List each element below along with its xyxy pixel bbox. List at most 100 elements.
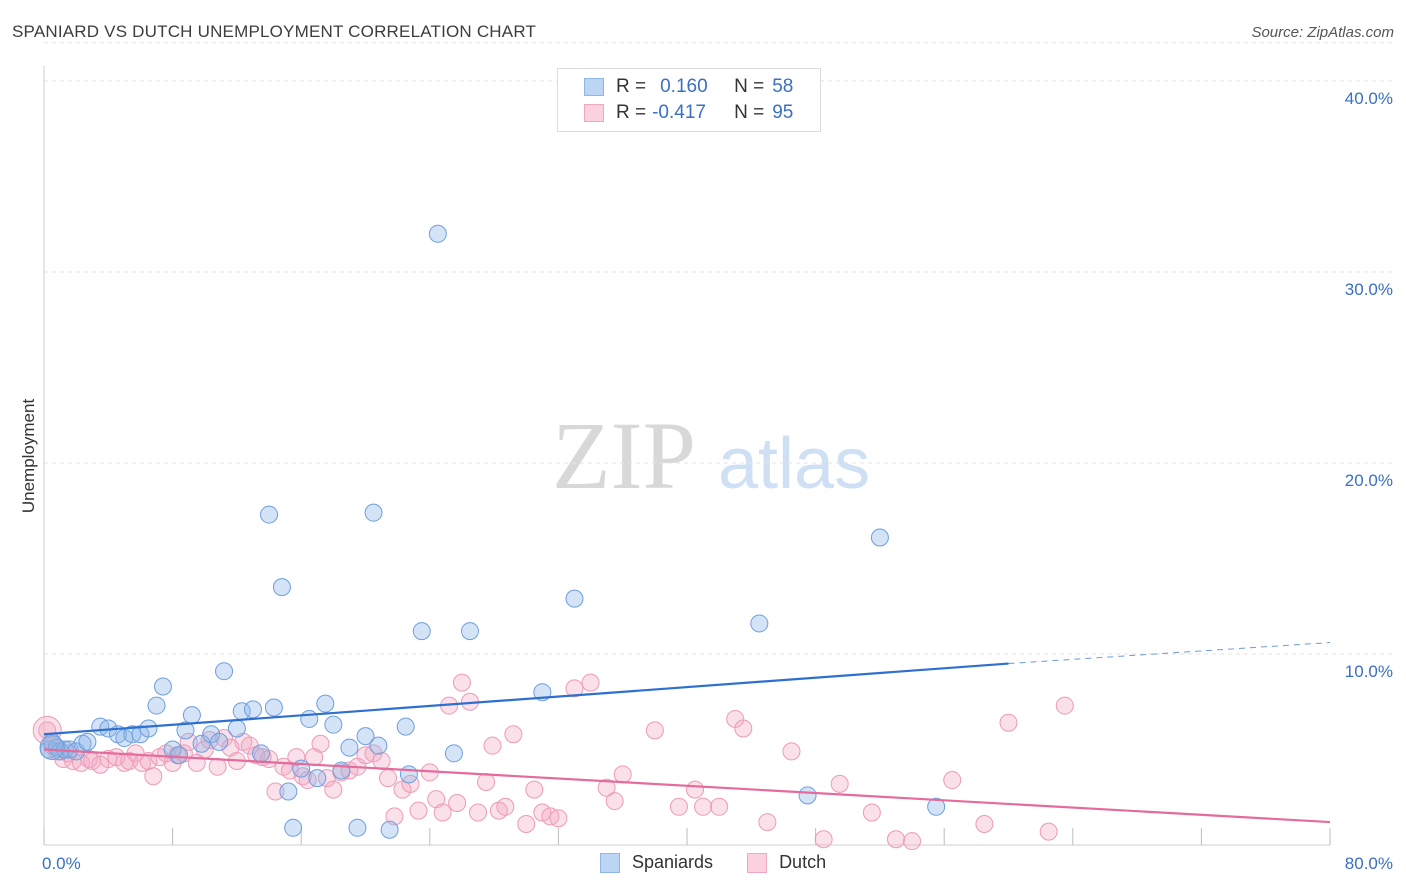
- spaniards-point: [399, 765, 418, 784]
- spaniards-point: [369, 736, 388, 755]
- dutch-point: [758, 813, 777, 832]
- dutch-point: [324, 780, 343, 799]
- spaniards-point: [444, 744, 463, 763]
- dutch-points: [32, 673, 1074, 851]
- spaniards-point: [252, 744, 271, 763]
- legend-label-spaniards: Spaniards: [632, 852, 714, 872]
- dutch-point: [504, 725, 523, 744]
- n-value: 95: [772, 102, 794, 123]
- n-key: N =: [734, 102, 765, 123]
- spaniards-point: [428, 224, 447, 243]
- dutch-point: [999, 713, 1018, 732]
- spaniards-point: [39, 735, 65, 761]
- spaniards-point: [170, 746, 189, 765]
- spaniards-point: [364, 503, 383, 522]
- spaniards-point: [210, 732, 229, 751]
- spaniards-point: [412, 622, 431, 641]
- spaniards-point: [182, 706, 201, 725]
- dutch-point: [581, 673, 600, 692]
- spaniards-point: [139, 719, 158, 738]
- spaniards-trend-line: [43, 662, 1009, 736]
- dutch-legend-swatch: [747, 852, 768, 873]
- zipatlas-watermark: ZIP atlas: [552, 402, 870, 509]
- dutch-point: [605, 792, 624, 811]
- spaniards-point: [78, 732, 97, 751]
- tick-labels: 10.0% 20.0% 30.0% 40.0% 0.0% 80.0%: [42, 89, 1393, 873]
- dutch-point: [710, 797, 729, 816]
- dutch-point: [496, 797, 515, 816]
- dutch-point: [645, 721, 664, 740]
- gridlines: [44, 42, 1395, 655]
- dutch-point: [686, 780, 705, 799]
- y-tick-label: 20.0%: [1345, 471, 1393, 490]
- x-tick-label: 0.0%: [42, 854, 81, 873]
- dutch-point: [433, 803, 452, 822]
- dutch-point: [266, 782, 285, 801]
- spaniards-legend-swatch: [600, 852, 620, 873]
- y-tick-label: 10.0%: [1345, 662, 1393, 681]
- dutch-point: [975, 814, 994, 833]
- trend-lines: [43, 642, 1331, 824]
- legend-item-dutch[interactable]: Dutch: [747, 852, 826, 873]
- spaniards-point: [348, 818, 367, 837]
- dutch-point: [477, 772, 496, 791]
- dutch-point: [943, 771, 962, 790]
- spaniards-point: [215, 662, 234, 681]
- legend-label-dutch: Dutch: [779, 852, 827, 872]
- spaniards-swatch: [584, 78, 604, 96]
- dutch-swatch: [584, 104, 604, 122]
- spaniards-point: [153, 677, 172, 696]
- n-value: 58: [772, 76, 794, 97]
- dutch-point: [385, 807, 404, 826]
- dutch-point: [669, 797, 688, 816]
- chart-title: SPANIARD VS DUTCH UNEMPLOYMENT CORRELATI…: [12, 22, 537, 41]
- y-axis-label: Unemployment: [19, 399, 38, 514]
- dutch-point: [613, 765, 632, 784]
- spaniards-point: [316, 694, 335, 713]
- spaniards-point: [750, 614, 769, 633]
- spaniards-trend-extension: [1008, 642, 1331, 665]
- dutch-point: [483, 736, 502, 755]
- dutch-point: [287, 748, 306, 767]
- dutch-point: [782, 742, 801, 761]
- spaniards-point: [396, 717, 415, 736]
- spaniards-point: [272, 578, 291, 597]
- legend-item-spaniards[interactable]: Spaniards: [600, 852, 713, 873]
- legend-row-spaniards: R = 0.160 N = 58: [558, 74, 793, 100]
- dutch-point: [814, 830, 833, 849]
- spaniards-point: [332, 761, 351, 780]
- spaniards-point: [460, 622, 479, 641]
- legend-row-dutch: R = -0.417 N = 95: [558, 100, 793, 126]
- watermark-zip: ZIP: [552, 402, 696, 509]
- dutch-point: [372, 751, 391, 770]
- r-key: R =: [616, 102, 647, 123]
- r-value: 0.160: [660, 76, 708, 97]
- spaniards-point: [284, 818, 303, 837]
- axes: [43, 66, 1331, 846]
- dutch-point: [525, 780, 544, 799]
- spaniards-point: [147, 696, 166, 715]
- dutch-point: [862, 803, 881, 822]
- x-tick-label: 80.0%: [1345, 854, 1393, 873]
- spaniards-point: [227, 719, 246, 738]
- y-tick-label: 30.0%: [1345, 280, 1393, 299]
- dutch-point: [597, 778, 616, 797]
- dutch-point: [409, 801, 428, 820]
- dutch-point: [903, 832, 922, 851]
- dutch-point: [886, 830, 905, 849]
- dutch-point: [1039, 822, 1058, 841]
- dutch-point: [452, 673, 471, 692]
- spaniards-point: [176, 721, 195, 740]
- spaniards-point: [300, 709, 319, 728]
- spaniards-point: [308, 769, 327, 788]
- spaniards-point: [243, 700, 262, 719]
- y-tick-label: 40.0%: [1345, 89, 1393, 108]
- dutch-trend-line: [43, 748, 1331, 824]
- spaniards-point: [927, 797, 946, 816]
- spaniards-points: [39, 224, 946, 839]
- dutch-point: [469, 803, 488, 822]
- dutch-point: [401, 774, 420, 793]
- spaniards-point: [565, 589, 584, 608]
- dutch-point: [517, 814, 536, 833]
